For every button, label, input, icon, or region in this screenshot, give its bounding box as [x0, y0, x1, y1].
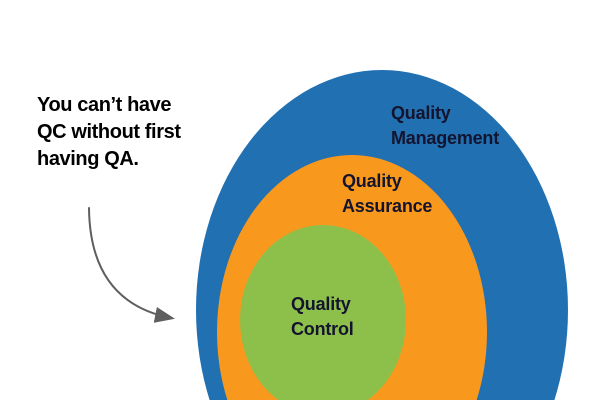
quality-assurance-label: Quality Assurance [342, 171, 433, 216]
annotation-text: You can’t have QC without first having Q… [37, 94, 181, 170]
quality-control-ring [240, 225, 406, 400]
quality-control-label: Quality Control [291, 294, 354, 339]
curved-arrow-icon [88, 207, 175, 323]
quality-management-label: Quality Management [391, 103, 500, 148]
